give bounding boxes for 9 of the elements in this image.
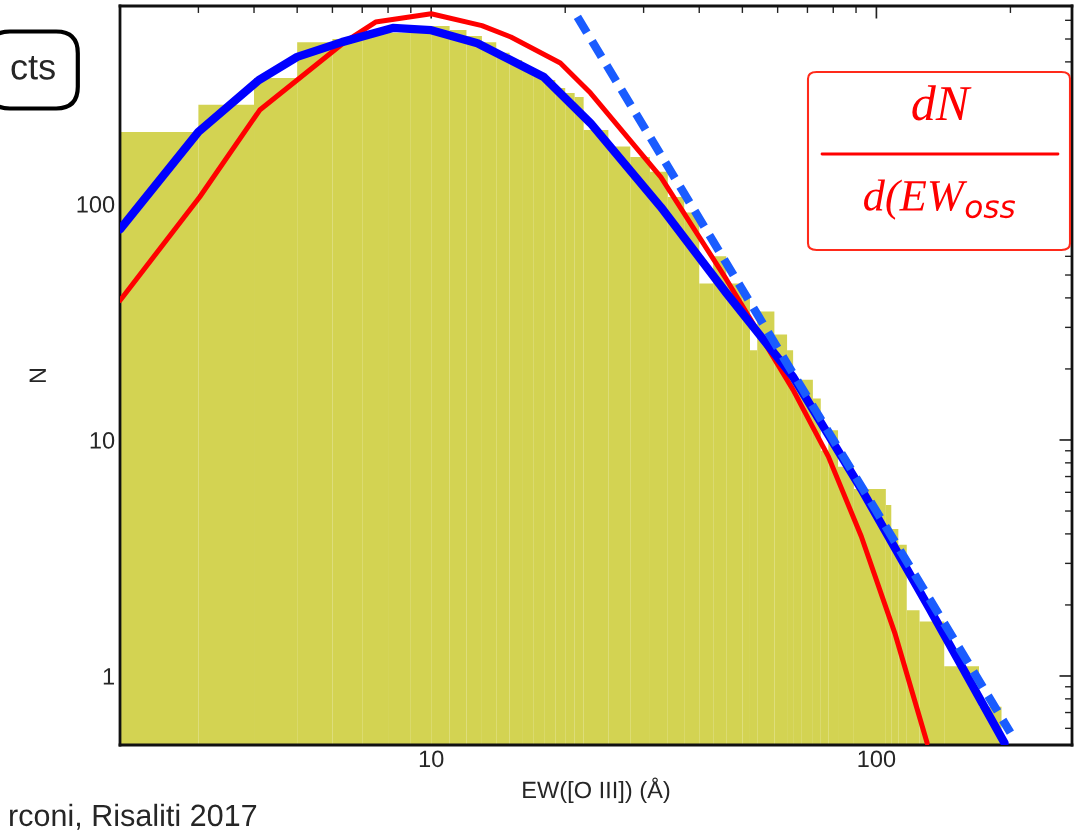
y-axis-title: N [29, 368, 46, 383]
text: cts [11, 55, 55, 80]
x-axis-title: EW([O III]) (Å) [523, 777, 670, 804]
y-tick-label: 100 [77, 196, 115, 213]
y-tick-label: 10 [90, 432, 115, 449]
text: rconi, Risaliti 2017 [10, 803, 257, 830]
annotation: dN [912, 85, 972, 121]
y-tick-label: 1 [103, 668, 114, 685]
annotation: d(EW$_{oss}$ [864, 179, 1016, 220]
